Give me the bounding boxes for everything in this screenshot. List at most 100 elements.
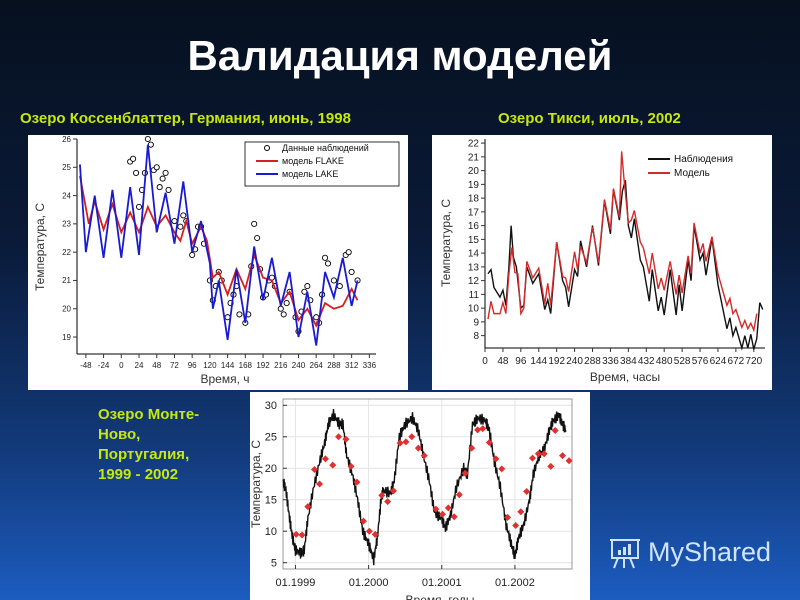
legend-label: Наблюдения xyxy=(674,153,733,165)
observation-point xyxy=(133,169,140,176)
x-tick-label: 0 xyxy=(119,361,124,370)
observation-point xyxy=(378,491,386,499)
x-tick-label: 264 xyxy=(310,361,324,370)
observation-point xyxy=(283,300,290,307)
observation-point xyxy=(504,513,512,521)
y-tick-label: 22 xyxy=(468,139,480,150)
y-tick-label: 23 xyxy=(62,220,71,229)
y-tick-label: 10 xyxy=(265,526,277,538)
y-tick-label: 17 xyxy=(468,207,480,218)
observation-point xyxy=(461,469,469,477)
x-tick-label: 120 xyxy=(203,361,217,370)
x-tick-label: 480 xyxy=(656,356,673,367)
y-tick-label: 9 xyxy=(473,317,479,328)
chart-kossenblatter-svg: -48 -24 0 24 48 72 96 120 144 168 192 216 240 264 288 3… xyxy=(33,135,400,386)
y-tick-label: 8 xyxy=(473,331,479,342)
observation-point xyxy=(321,455,329,463)
observation-point xyxy=(156,184,163,191)
observation-point xyxy=(565,457,573,465)
x-tick-label: 240 xyxy=(292,361,306,370)
legend-marker xyxy=(264,145,270,151)
observation-point xyxy=(322,254,329,261)
x-tick-label: 216 xyxy=(274,361,288,370)
y-axis-label: Температура, С xyxy=(439,199,453,287)
y-tick-label: 25 xyxy=(265,432,277,444)
x-tick-label: 312 xyxy=(345,361,359,370)
x-tick-label: 168 xyxy=(239,361,253,370)
observation-point xyxy=(432,505,440,513)
observation-point xyxy=(304,503,312,511)
observation-point xyxy=(130,155,137,162)
observation-point xyxy=(277,305,284,312)
chart-monte-novo: 01.1999 01.2000 01.2001 01.2002 5 10 15 20 25 30 В… xyxy=(250,392,590,600)
x-tick-label: 288 xyxy=(584,356,601,367)
plot-frame xyxy=(282,398,573,570)
observation-point xyxy=(316,480,324,488)
subtitle-kossenblatter: Озеро Коссенблаттер, Германия, июнь, 199… xyxy=(20,110,351,127)
chart-kossenblatter: -48 -24 0 24 48 72 96 120 144 168 192 216 240 264 288 3… xyxy=(28,135,408,390)
x-tick-label: 96 xyxy=(515,356,527,367)
observation-point xyxy=(528,454,536,462)
x-tick-label: 720 xyxy=(745,356,762,367)
y-axis-label: Температура, С xyxy=(250,440,263,528)
x-tick-label: 24 xyxy=(135,361,144,370)
observation-point xyxy=(348,268,355,276)
observation-point xyxy=(371,530,379,538)
presentation-board-icon xyxy=(610,539,640,569)
observation-point xyxy=(165,186,172,193)
observation-point xyxy=(389,487,397,495)
observation-point xyxy=(498,465,506,473)
observation-point xyxy=(359,517,367,525)
observation-point xyxy=(189,251,196,259)
x-tick-label: 384 xyxy=(620,356,637,367)
observation-point xyxy=(159,175,166,182)
x-tick-label: 01.1999 xyxy=(276,577,316,589)
caption-line: 1999 - 2002 xyxy=(98,466,179,483)
y-tick-label: 22 xyxy=(62,248,71,257)
legend-label: Модель xyxy=(674,168,710,179)
observation-point xyxy=(335,433,343,441)
observation-point xyxy=(402,438,410,446)
x-tick-label: 01.2001 xyxy=(422,577,462,589)
y-tick-label: 26 xyxy=(62,135,71,144)
observation-point xyxy=(485,438,493,446)
observation-point xyxy=(414,444,422,452)
x-tick-label: 432 xyxy=(638,356,655,367)
observation-point xyxy=(147,141,154,148)
y-tick-label: 19 xyxy=(62,333,71,342)
observation-point xyxy=(551,426,559,434)
x-tick-label: 01.2000 xyxy=(349,577,389,589)
x-tick-label: 672 xyxy=(728,356,745,367)
series-line-1 xyxy=(487,151,758,333)
y-tick-label: 19 xyxy=(468,180,480,191)
y-tick-label: 21 xyxy=(62,276,71,285)
x-tick-label: 528 xyxy=(674,356,691,367)
caption-monte-novo: Озеро Монте- Ново, Португалия, 1999 - 20… xyxy=(98,405,248,485)
x-tick-label: 336 xyxy=(363,361,377,370)
logo-text: MyShared xyxy=(648,536,772,567)
observation-point xyxy=(329,461,337,469)
x-tick-label: 576 xyxy=(692,356,709,367)
observation-point xyxy=(408,433,416,441)
observation-point xyxy=(336,283,343,290)
observation-point xyxy=(345,249,352,256)
x-tick-label: 624 xyxy=(710,356,727,367)
observation-point xyxy=(444,504,452,512)
observation-point xyxy=(304,283,311,290)
x-axis-label: Время, часы xyxy=(590,370,660,384)
caption-line: Озеро Монте- xyxy=(98,406,200,423)
y-tick-label: 13 xyxy=(468,262,480,273)
observation-point xyxy=(523,488,531,496)
series-line-0 xyxy=(487,180,764,351)
x-tick-label: 96 xyxy=(188,361,197,370)
observation-point xyxy=(251,220,258,227)
caption-line: Ново, xyxy=(98,426,141,443)
observation-point xyxy=(162,169,169,176)
y-tick-label: 15 xyxy=(265,495,277,507)
observation-point xyxy=(144,135,151,143)
observation-point xyxy=(547,462,555,470)
legend-label: модель FLAKE xyxy=(282,156,344,166)
legend-box xyxy=(244,141,400,187)
x-tick-label: -24 xyxy=(98,361,110,370)
observation-point xyxy=(292,530,300,538)
